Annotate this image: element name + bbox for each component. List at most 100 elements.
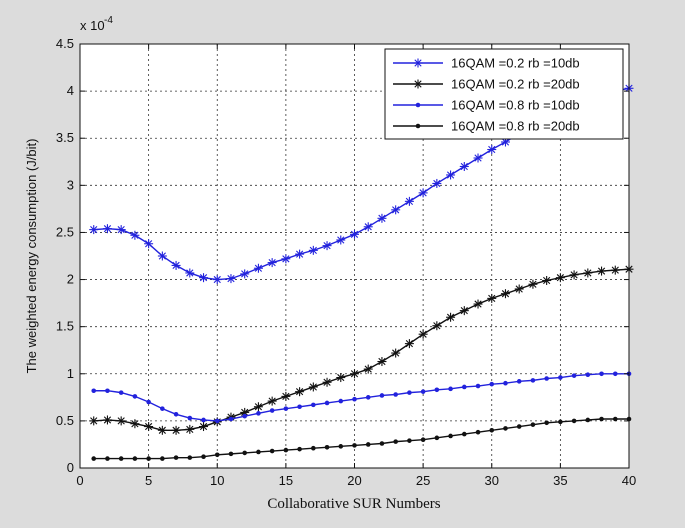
series-line [93, 373, 629, 422]
x-tick-label: 15 [279, 473, 293, 488]
legend: 16QAM =0.2 rb =10db 16QAM =0.2 rb =20db 16… [384, 48, 624, 140]
data-point [336, 235, 346, 245]
legend-label: 16QAM =0.8 rb =20db [451, 119, 580, 134]
data-point [528, 279, 538, 289]
data-point [473, 299, 483, 309]
x-tick-label: 5 [145, 473, 152, 488]
data-point [308, 245, 318, 255]
data-point [240, 269, 250, 279]
data-point [379, 393, 385, 398]
data-point [420, 437, 426, 443]
data-point [116, 225, 126, 235]
data-point [144, 422, 154, 432]
data-point [256, 411, 261, 416]
data-point [448, 433, 453, 439]
data-point [201, 454, 206, 459]
series-2 [89, 264, 634, 435]
data-point [336, 373, 346, 383]
data-point [599, 416, 604, 422]
x-tick-label: 0 [76, 473, 83, 488]
data-point [226, 274, 236, 284]
legend-item-1: 16QAM =0.2 rb =10db [393, 56, 580, 71]
data-point [558, 419, 563, 425]
series-line [93, 268, 630, 432]
data-point [544, 376, 549, 381]
data-point [391, 205, 401, 215]
data-point [295, 387, 305, 397]
legend-label: 16QAM =0.2 rb =20db [451, 77, 580, 92]
data-point [283, 406, 289, 411]
data-point [91, 388, 97, 394]
data-point [393, 439, 398, 444]
data-point [130, 419, 140, 429]
legend-box [384, 48, 624, 140]
data-point [105, 456, 110, 461]
data-point [269, 448, 275, 454]
data-point [105, 388, 110, 394]
data-point [185, 424, 195, 434]
data-point [269, 408, 275, 413]
y-axis-label: The weighted energy consumption (J/bit) [24, 139, 39, 374]
y-tick-label: 4 [67, 83, 74, 98]
data-point [420, 389, 426, 394]
data-point [571, 418, 577, 424]
data-point [199, 422, 209, 432]
data-point [500, 289, 510, 299]
data-point [379, 441, 385, 446]
data-point [322, 241, 332, 251]
y-tick-label: 3.5 [56, 130, 74, 145]
data-point [338, 398, 344, 404]
data-point [295, 249, 305, 259]
data-point [487, 145, 497, 155]
data-point [571, 373, 577, 378]
data-point [404, 339, 414, 349]
x-tick-label: 20 [347, 473, 361, 488]
data-point [352, 443, 357, 448]
data-point [214, 452, 220, 458]
data-point [89, 225, 99, 235]
data-point [118, 390, 124, 395]
data-point [530, 378, 536, 383]
data-point [311, 402, 316, 408]
data-point [418, 329, 428, 339]
data-point [199, 273, 209, 283]
data-point [228, 451, 234, 457]
data-point [475, 429, 481, 435]
data-point [418, 188, 428, 198]
series-3 [91, 371, 632, 424]
data-point [530, 422, 536, 427]
data-point [487, 293, 497, 303]
data-point [610, 265, 620, 275]
data-point [283, 447, 289, 453]
data-point [173, 411, 179, 417]
data-point [253, 263, 263, 273]
data-point [91, 456, 97, 461]
data-point [544, 420, 549, 426]
data-point [118, 456, 124, 461]
series-line [93, 418, 629, 460]
x-tick-label: 40 [622, 473, 636, 488]
x-axis-label: Collaborative SUR Numbers [267, 496, 440, 512]
data-point [350, 369, 359, 379]
data-point [102, 415, 112, 425]
data-point [473, 153, 483, 163]
y-tick-label: 1 [67, 366, 74, 381]
data-point [462, 431, 467, 437]
ticks: 0 5 10 15 20 25 30 35 40 0 0.5 1 1.5 2 2.5 3 3.5 4 4.5 [56, 36, 636, 488]
data-point [597, 266, 607, 276]
data-point [459, 161, 469, 171]
data-point [322, 377, 332, 387]
data-point [404, 196, 414, 206]
data-point [363, 364, 373, 374]
data-point [377, 213, 387, 223]
data-point [160, 456, 165, 461]
data-point [173, 455, 179, 460]
data-point [446, 170, 456, 180]
legend-label: 16QAM =0.8 rb =10db [451, 98, 580, 113]
data-point [434, 435, 440, 441]
data-point [132, 456, 138, 461]
y-multiplier-label: x 10 [80, 18, 105, 33]
y-tick-label: 0.5 [56, 413, 74, 428]
data-point [311, 445, 316, 451]
